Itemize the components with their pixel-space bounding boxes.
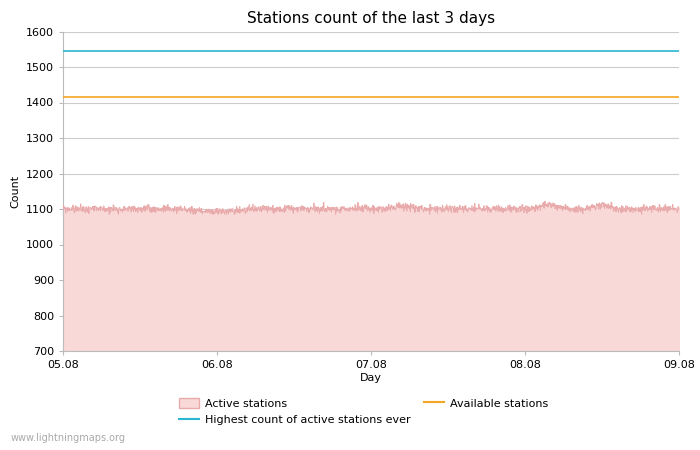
Legend: Active stations, Highest count of active stations ever, Available stations: Active stations, Highest count of active…	[179, 398, 548, 425]
Text: www.lightningmaps.org: www.lightningmaps.org	[10, 433, 125, 443]
Y-axis label: Count: Count	[10, 175, 20, 208]
Title: Stations count of the last 3 days: Stations count of the last 3 days	[247, 11, 495, 26]
X-axis label: Day: Day	[360, 373, 382, 383]
